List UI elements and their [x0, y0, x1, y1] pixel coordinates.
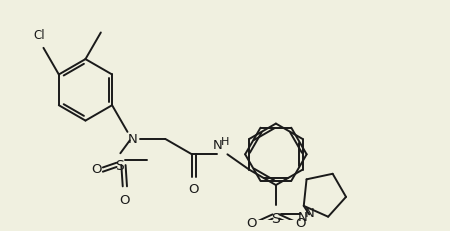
- Text: O: O: [295, 217, 306, 230]
- Text: O: O: [246, 217, 256, 230]
- Text: N: N: [298, 211, 308, 224]
- Text: Cl: Cl: [34, 29, 45, 42]
- Text: H: H: [221, 137, 229, 147]
- Text: S: S: [116, 159, 124, 173]
- Text: N: N: [213, 140, 223, 152]
- Text: S: S: [271, 212, 280, 225]
- Text: O: O: [91, 163, 102, 176]
- Text: N: N: [128, 133, 138, 146]
- Text: N: N: [305, 207, 314, 220]
- Text: O: O: [189, 183, 199, 196]
- Text: O: O: [119, 195, 130, 207]
